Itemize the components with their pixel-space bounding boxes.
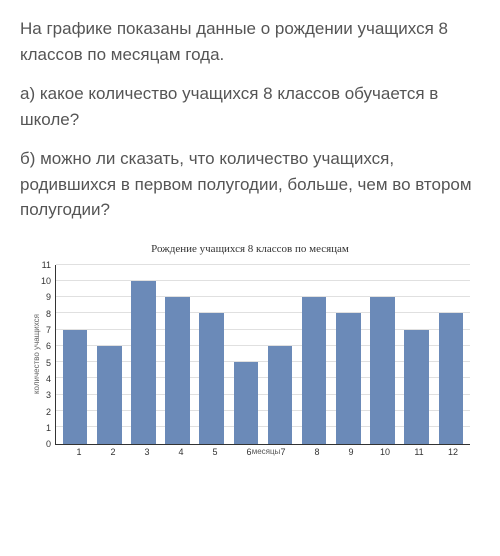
x-tick: 5 bbox=[203, 447, 227, 457]
bar bbox=[302, 297, 327, 443]
x-tick: 12 bbox=[441, 447, 465, 457]
bar bbox=[63, 330, 88, 444]
bar bbox=[439, 313, 464, 443]
x-tick: 1 bbox=[67, 447, 91, 457]
bar bbox=[165, 297, 190, 443]
x-axis-label: месяцы bbox=[252, 447, 281, 456]
bars-container bbox=[56, 265, 470, 444]
question-intro: На графике показаны данные о рождении уч… bbox=[20, 16, 480, 67]
x-axis: месяцы 123456789101112 bbox=[62, 445, 470, 457]
y-axis-label: количество учащихся bbox=[30, 314, 41, 394]
bar bbox=[97, 346, 122, 444]
x-tick: 9 bbox=[339, 447, 363, 457]
question-a: а) какое количество учащихся 8 классов о… bbox=[20, 81, 480, 132]
bar bbox=[404, 330, 429, 444]
bar bbox=[268, 346, 293, 444]
question-b: б) можно ли сказать, что количество учащ… bbox=[20, 146, 480, 223]
x-tick: 11 bbox=[407, 447, 431, 457]
plot-area bbox=[55, 265, 470, 445]
bar-chart: количество учащихся 11109876543210 bbox=[20, 265, 480, 445]
x-tick: 10 bbox=[373, 447, 397, 457]
x-tick: 2 bbox=[101, 447, 125, 457]
x-tick: 8 bbox=[305, 447, 329, 457]
chart-title: Рождение учащихся 8 классов по месяцам bbox=[20, 243, 480, 255]
y-axis: 11109876543210 bbox=[41, 265, 55, 445]
bar bbox=[234, 362, 259, 443]
bar bbox=[131, 281, 156, 444]
x-tick: 3 bbox=[135, 447, 159, 457]
x-tick: 4 bbox=[169, 447, 193, 457]
bar bbox=[370, 297, 395, 443]
bar bbox=[199, 313, 224, 443]
bar bbox=[336, 313, 361, 443]
